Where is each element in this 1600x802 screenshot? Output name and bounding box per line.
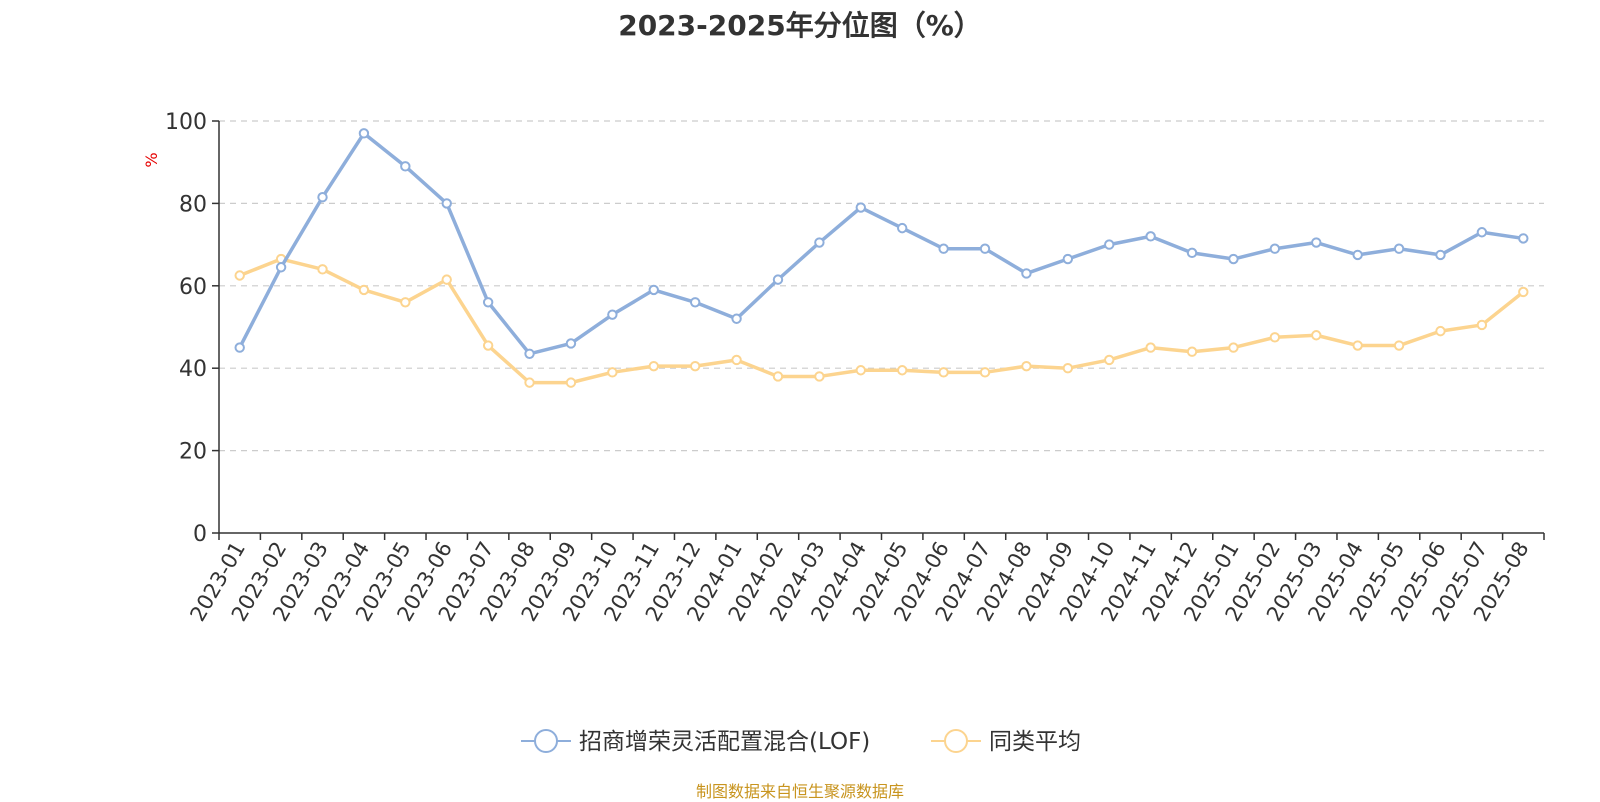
- data-point: [358, 284, 370, 296]
- data-point: [234, 342, 245, 353]
- data-point: [979, 367, 991, 378]
- data-point: [1518, 286, 1529, 298]
- data-point: [565, 377, 577, 388]
- data-point: [607, 309, 618, 320]
- data-point: [1186, 247, 1198, 259]
- legend-label: 同类平均: [989, 729, 1081, 755]
- data-point: [648, 360, 659, 372]
- data-point: [317, 264, 328, 275]
- data-point: [441, 274, 452, 285]
- data-point: [772, 274, 784, 285]
- legend-marker: [534, 729, 558, 753]
- legend-marker: [944, 729, 968, 753]
- data-point: [275, 262, 287, 273]
- data-point: [1518, 233, 1529, 244]
- legend-item-0: 招商增荣灵活配置混合(LOF): [521, 729, 870, 755]
- data-point: [1269, 243, 1281, 254]
- data-point: [317, 192, 328, 203]
- data-point: [524, 348, 535, 359]
- data-point: [1393, 340, 1405, 351]
- data-point: [814, 371, 825, 382]
- data-point: [1062, 363, 1074, 374]
- data-point: [1352, 340, 1363, 351]
- data-point: [1435, 249, 1446, 261]
- data-point: [979, 243, 991, 254]
- data-point: [938, 243, 949, 254]
- data-point: [607, 367, 618, 378]
- chart-title: 2023-2025年分位图（%）: [618, 9, 982, 42]
- data-point: [565, 338, 577, 349]
- data-point: [855, 202, 866, 213]
- data-point: [814, 237, 825, 248]
- data-point: [689, 360, 701, 372]
- data-point: [441, 198, 452, 209]
- y-tick-label: 80: [179, 192, 207, 217]
- data-point: [1476, 227, 1488, 238]
- data-point: [855, 365, 866, 376]
- data-point: [482, 340, 494, 351]
- legend-item-1: 同类平均: [931, 729, 1081, 755]
- data-point: [1435, 325, 1446, 337]
- data-point: [1311, 237, 1322, 248]
- data-point: [1228, 342, 1239, 353]
- data-point: [1269, 332, 1281, 343]
- data-point: [1476, 319, 1488, 331]
- data-point: [1228, 253, 1239, 265]
- data-point: [1104, 354, 1115, 366]
- data-point: [358, 128, 370, 139]
- legend-label: 招商增荣灵活配置混合(LOF): [579, 729, 870, 755]
- y-tick-label: 100: [165, 110, 207, 135]
- data-point: [1104, 239, 1115, 250]
- y-tick-label: 0: [193, 522, 207, 547]
- data-point: [1021, 268, 1032, 279]
- data-point: [400, 161, 411, 172]
- data-point: [1145, 231, 1156, 242]
- data-point: [482, 297, 494, 308]
- data-point: [648, 284, 659, 296]
- data-point: [938, 367, 949, 378]
- series-line-1: [237, 257, 1526, 385]
- data-point: [689, 297, 701, 308]
- data-point: [897, 365, 908, 376]
- data-point: [731, 313, 742, 324]
- source-note: 制图数据来自恒生聚源数据库: [695, 782, 904, 801]
- data-point: [1352, 249, 1363, 261]
- data-point: [772, 371, 784, 382]
- data-point: [234, 270, 245, 281]
- y-tick-label: 60: [179, 275, 207, 300]
- data-point: [400, 297, 411, 308]
- series-line-0: [237, 131, 1526, 356]
- data-point: [1021, 360, 1032, 372]
- data-point: [897, 222, 908, 234]
- y-tick-label: 40: [179, 357, 207, 382]
- data-point: [1145, 342, 1156, 353]
- data-point: [1311, 330, 1322, 341]
- data-point: [524, 377, 535, 388]
- data-point: [1393, 243, 1405, 254]
- y-axis-label: %: [142, 152, 161, 167]
- data-point: [731, 354, 742, 366]
- data-point: [1186, 346, 1198, 357]
- y-tick-label: 20: [179, 440, 207, 465]
- data-point: [1062, 253, 1074, 265]
